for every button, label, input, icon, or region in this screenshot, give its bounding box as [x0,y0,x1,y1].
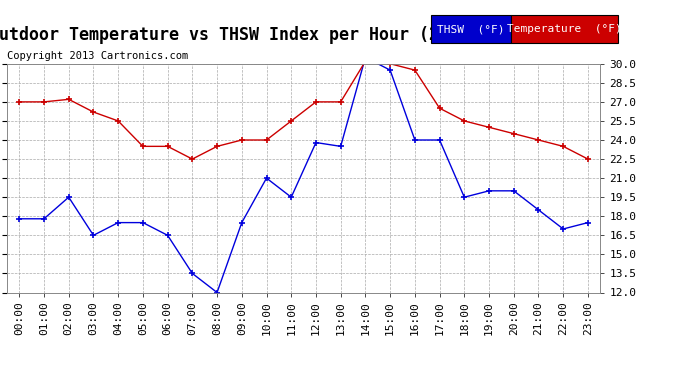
Text: Outdoor Temperature vs THSW Index per Hour (24 Hours)  20130212: Outdoor Temperature vs THSW Index per Ho… [0,26,619,44]
Text: Copyright 2013 Cartronics.com: Copyright 2013 Cartronics.com [7,51,188,61]
Text: THSW  (°F): THSW (°F) [437,24,504,34]
Text: Temperature  (°F): Temperature (°F) [506,24,622,34]
